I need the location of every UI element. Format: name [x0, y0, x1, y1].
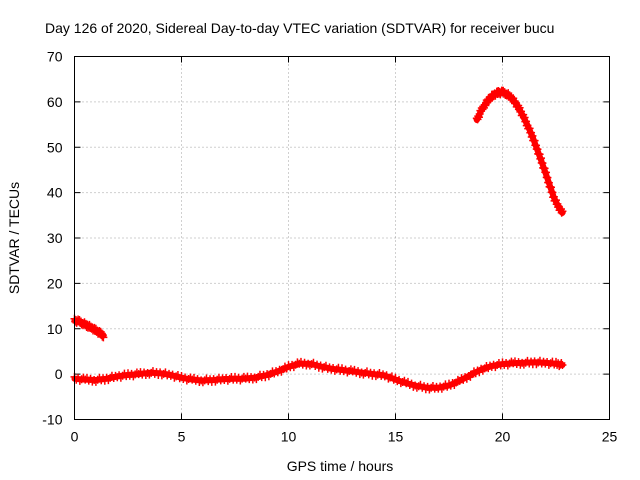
chart-title: Day 126 of 2020, Sidereal Day-to-day VTE… [45, 20, 554, 36]
data-point-marker [546, 359, 555, 368]
series-high-elevation-start [70, 314, 108, 342]
x-tick-label: 20 [495, 429, 511, 445]
x-tick-label: 10 [281, 429, 297, 445]
y-tick-label: 20 [47, 275, 63, 291]
data-point-marker [295, 359, 304, 368]
data-point-marker [150, 369, 159, 378]
x-tick-label: 0 [71, 429, 79, 445]
series-baseline [70, 356, 567, 394]
x-axis-label: GPS time / hours [287, 458, 394, 474]
data-point-marker [364, 370, 373, 379]
data-point-marker [464, 372, 473, 381]
data-point-marker [323, 364, 332, 373]
data-point-marker [469, 367, 478, 376]
data-series [70, 86, 567, 394]
plot-frame [74, 56, 610, 420]
y-tick-label: 10 [47, 321, 63, 337]
data-point-marker [232, 375, 241, 384]
data-point-marker [425, 385, 434, 394]
data-point-marker [486, 361, 495, 370]
y-tick-label: 0 [55, 366, 63, 382]
data-point-marker [198, 378, 207, 387]
data-point-marker [332, 365, 341, 374]
data-point-marker [558, 207, 567, 216]
data-point-marker [475, 368, 484, 377]
data-point-marker [99, 333, 108, 342]
y-tick-label: 60 [47, 94, 63, 110]
data-point-marker [236, 376, 245, 385]
x-tick-label: 5 [178, 429, 186, 445]
axis-ticks: 0 5 10 15 20 25 -10 0 10 20 30 40 50 60 70 [42, 49, 617, 445]
grid [74, 56, 610, 420]
data-point-marker [418, 383, 427, 392]
data-point-marker [282, 364, 291, 373]
data-point-marker [519, 360, 528, 369]
y-tick-label: -10 [42, 412, 62, 428]
x-tick-label: 25 [602, 429, 618, 445]
data-point-marker [298, 360, 307, 369]
y-tick-label: 50 [47, 139, 63, 155]
x-tick-label: 15 [388, 429, 404, 445]
series-high-elevation-end [472, 86, 567, 217]
data-point-marker [223, 376, 232, 385]
y-tick-label: 70 [47, 49, 63, 65]
y-tick-label: 30 [47, 230, 63, 246]
y-tick-label: 40 [47, 185, 63, 201]
data-point-marker [558, 361, 567, 370]
data-point-marker [427, 383, 436, 392]
y-axis-label: SDTVAR / TECUs [6, 182, 22, 294]
